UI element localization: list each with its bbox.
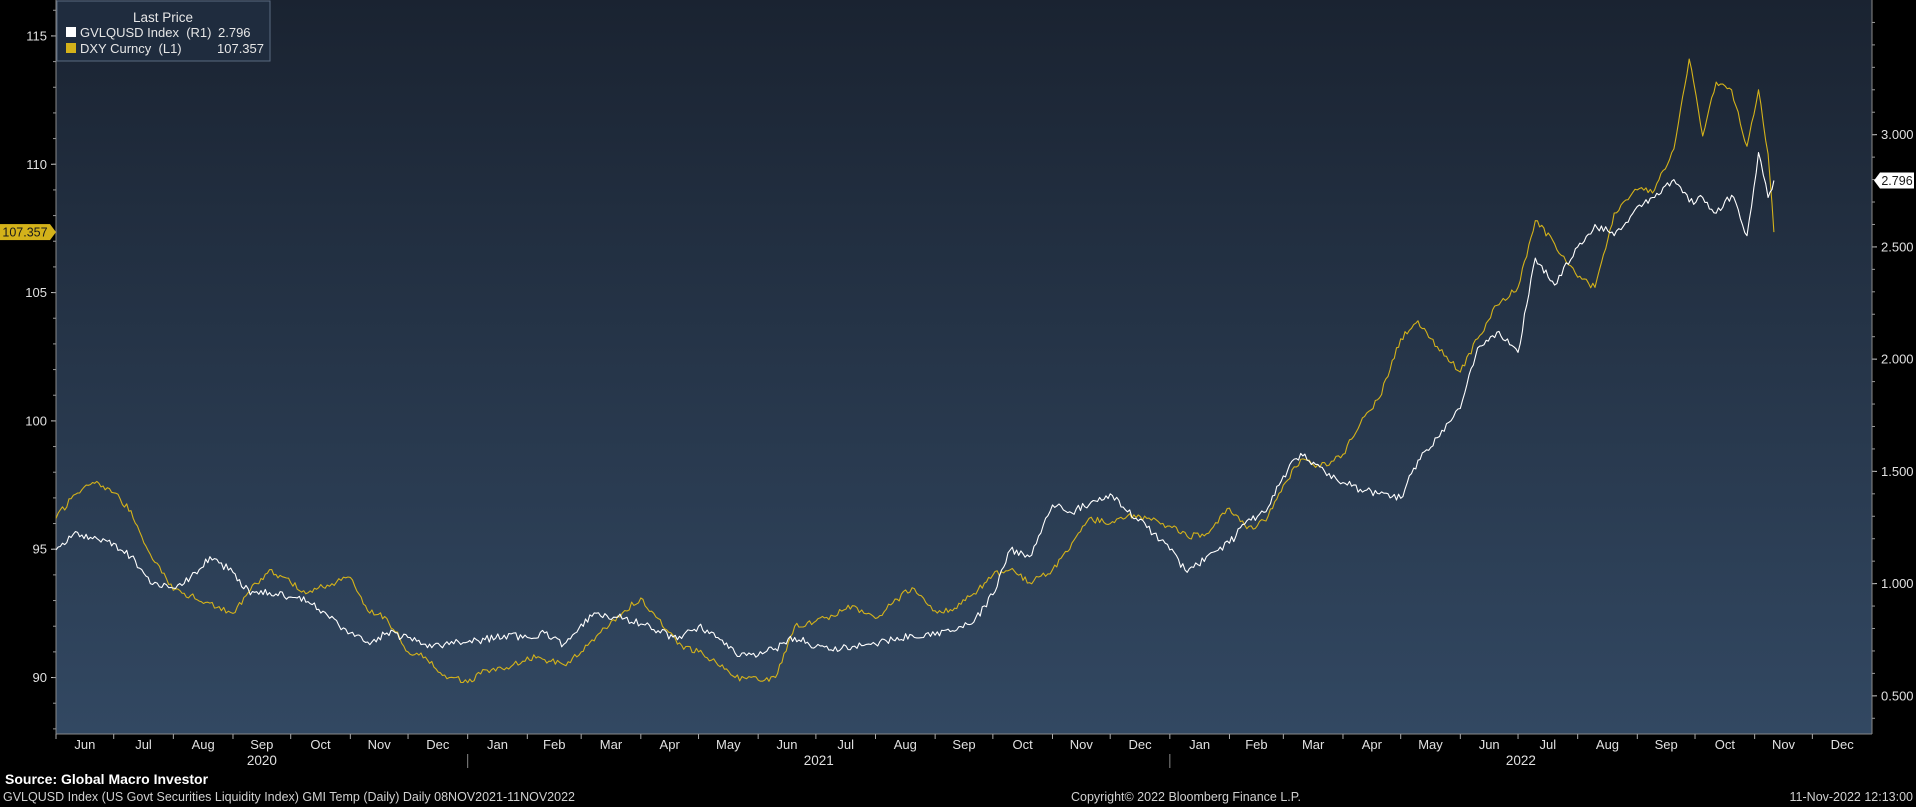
legend-box — [56, 0, 271, 62]
x-month-label: Nov — [1070, 737, 1094, 752]
x-year-label: 2022 — [1506, 753, 1536, 768]
index-description: GVLQUSD Index (US Govt Securities Liquid… — [3, 790, 575, 804]
left-last-value-arrow — [50, 224, 56, 241]
x-month-label: Oct — [1715, 737, 1736, 752]
right-tick-label: 1.000 — [1881, 576, 1914, 591]
right-tick-label: 0.500 — [1881, 688, 1914, 703]
x-month-label: Apr — [1362, 737, 1383, 752]
right-tick-label: 1.500 — [1881, 464, 1914, 479]
x-month-label: Dec — [1831, 737, 1855, 752]
x-month-label: Jul — [135, 737, 152, 752]
left-axis-ticks: 115 110 105 100 95 90 — [25, 9, 56, 730]
x-month-label: Dec — [426, 737, 450, 752]
x-axis-ticks: Jun Jul Aug Sep Oct Nov Dec Jan Feb Mar Apr May Jun J… — [55, 734, 1855, 768]
x-month-label: Nov — [1772, 737, 1796, 752]
x-month-label: Apr — [660, 737, 681, 752]
x-month-label: Sep — [1655, 737, 1678, 752]
x-month-label: Sep — [250, 737, 273, 752]
x-month-label: Aug — [1596, 737, 1619, 752]
copyright-notice: Copyright© 2022 Bloomberg Finance L.P. — [1071, 790, 1301, 804]
x-month-label: Dec — [1128, 737, 1152, 752]
left-last-value-text: 107.357 — [2, 226, 47, 240]
left-tick-label: 100 — [25, 413, 47, 428]
legend-value-gvlqusd: 2.796 — [218, 25, 251, 40]
plot-area — [56, 0, 1872, 734]
legend-header: Last Price — [133, 10, 193, 25]
x-month-label: Jun — [74, 737, 95, 752]
x-month-label: Jul — [1540, 737, 1557, 752]
legend-label-gvlqusd: GVLQUSD Index (R1) — [80, 25, 212, 40]
legend-swatch-dxy — [66, 43, 76, 53]
legend-swatch-gvlqusd — [66, 27, 76, 37]
right-last-value-tag — [1874, 172, 1914, 189]
x-month-label: May — [1418, 737, 1443, 752]
left-tick-label: 115 — [26, 28, 47, 43]
source-note: Source: Global Macro Investor — [5, 771, 209, 787]
x-month-label: Jun — [777, 737, 798, 752]
series-line-dxy — [55, 58, 1775, 684]
legend-value-dxy: 107.357 — [217, 41, 264, 56]
left-tick-label: 105 — [25, 285, 47, 300]
x-month-label: May — [716, 737, 741, 752]
left-tick-label: 90 — [33, 670, 47, 685]
x-month-label: Feb — [543, 737, 565, 752]
right-tick-label: 2.000 — [1881, 352, 1914, 367]
left-last-value-tag — [0, 224, 50, 241]
x-month-label: Mar — [600, 737, 623, 752]
right-tick-label: 3.000 — [1881, 127, 1914, 142]
x-month-label: Jul — [837, 737, 854, 752]
x-year-label: 2021 — [804, 753, 834, 768]
x-month-label: Jan — [487, 737, 508, 752]
right-last-value-text: 2.796 — [1881, 174, 1912, 188]
x-month-label: Oct — [1013, 737, 1034, 752]
x-month-label: Aug — [192, 737, 215, 752]
timestamp: 11-Nov-2022 12:13:00 — [1789, 790, 1913, 804]
x-month-label: Aug — [894, 737, 917, 752]
left-tick-label: 110 — [26, 157, 47, 172]
right-tick-label: 2.500 — [1881, 239, 1914, 254]
x-month-label: Oct — [310, 737, 331, 752]
series-line-gvlqusd — [55, 152, 1775, 658]
series-layer — [55, 58, 1775, 684]
legend: Last Price GVLQUSD Index (R1) 2.796 DXY … — [56, 0, 271, 62]
x-month-label: Nov — [368, 737, 392, 752]
x-month-label: Sep — [952, 737, 975, 752]
x-month-label: Jan — [1189, 737, 1210, 752]
x-year-label: 2020 — [247, 753, 277, 768]
x-month-label: Mar — [1302, 737, 1325, 752]
last-value-tags: 107.357 2.796 — [0, 172, 1914, 241]
x-month-label: Jun — [1479, 737, 1500, 752]
x-month-label: Feb — [1245, 737, 1267, 752]
right-axis-ticks: 3.000 2.500 2.000 1.500 1.000 0.500 — [1872, 21, 1914, 719]
legend-label-dxy: DXY Curncy (L1) — [80, 41, 182, 56]
left-tick-label: 95 — [33, 542, 47, 557]
